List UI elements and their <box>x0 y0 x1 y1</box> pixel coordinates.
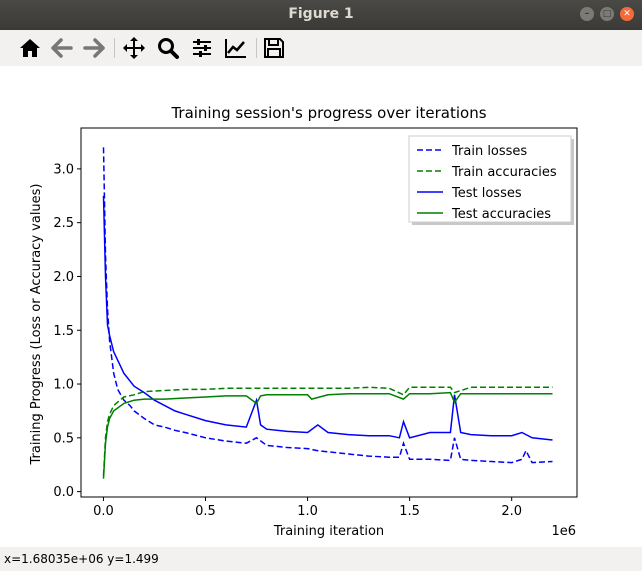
maximize-button[interactable]: □ <box>600 7 614 21</box>
navigation-toolbar <box>0 30 642 67</box>
magnifier-icon <box>158 38 179 59</box>
configure-subplots-button[interactable] <box>188 35 216 61</box>
edit-axis-button[interactable] <box>222 35 250 61</box>
y-tick-label: 2.0 <box>53 270 74 285</box>
legend-label: Train losses <box>451 144 527 159</box>
train-losses-line <box>102 147 553 464</box>
legend-label: Train accuracies <box>451 165 557 180</box>
chart-title: Training session's progress over iterati… <box>170 104 486 122</box>
legend: Train losses Train accuracies Test losses T… <box>408 135 574 225</box>
status-bar: x=1.68035e+06 y=1.499 <box>0 547 642 571</box>
close-button[interactable]: ✕ <box>620 7 634 21</box>
series-layer <box>102 147 553 479</box>
home-button[interactable] <box>16 35 44 61</box>
line-chart-icon <box>225 39 246 58</box>
zoom-button[interactable] <box>154 35 182 61</box>
x-axis-offset-label: 1e6 <box>551 524 576 539</box>
ticks-layer: 0.0 0.5 1.0 1.5 2.0 0.0 0.5 1.0 1.5 2.0 2.5 3.0 <box>53 162 522 519</box>
x-axis-label: Training iteration <box>273 524 384 539</box>
arrow-right-icon <box>83 38 105 58</box>
back-button[interactable] <box>48 35 76 61</box>
test-losses-line <box>102 195 553 441</box>
test-accuracies-line <box>102 391 553 479</box>
plot-frame <box>80 127 578 498</box>
minimize-button[interactable]: – <box>580 7 594 21</box>
cursor-coordinates: x=1.68035e+06 y=1.499 <box>4 552 159 566</box>
forward-button[interactable] <box>80 35 108 61</box>
save-button[interactable] <box>260 35 288 61</box>
y-axis-label: Training Progress (Loss or Accuracy valu… <box>29 183 44 465</box>
pan-button[interactable] <box>120 35 148 61</box>
legend-label: Test accuracies <box>451 207 551 222</box>
y-tick-label: 1.5 <box>53 324 74 339</box>
x-tick-label: 1.5 <box>399 504 420 519</box>
x-tick-label: 1.0 <box>297 504 318 519</box>
sliders-icon <box>193 39 211 57</box>
window-titlebar: Figure 1 – □ ✕ <box>0 0 642 30</box>
toolbar-separator <box>114 38 115 58</box>
y-tick-label: 3.0 <box>53 162 74 177</box>
y-tick-label: 0.5 <box>53 431 74 446</box>
x-tick-label: 0.5 <box>195 504 216 519</box>
y-tick-label: 0.0 <box>53 485 74 500</box>
move-icon <box>123 37 145 59</box>
train-accuracies-line <box>102 386 553 476</box>
y-tick-label: 1.0 <box>53 378 74 393</box>
home-icon <box>20 39 40 57</box>
floppy-disk-icon <box>264 38 284 58</box>
figure-canvas[interactable]: Training session's progress over iterati… <box>0 66 642 547</box>
window-title: Figure 1 <box>288 6 354 22</box>
x-tick-label: 0.0 <box>93 504 114 519</box>
y-tick-label: 2.5 <box>53 216 74 231</box>
toolbar-separator <box>256 38 257 58</box>
legend-label: Test losses <box>451 186 522 201</box>
arrow-left-icon <box>51 38 73 58</box>
chart: Training session's progress over iterati… <box>29 104 578 539</box>
x-tick-label: 2.0 <box>501 504 522 519</box>
